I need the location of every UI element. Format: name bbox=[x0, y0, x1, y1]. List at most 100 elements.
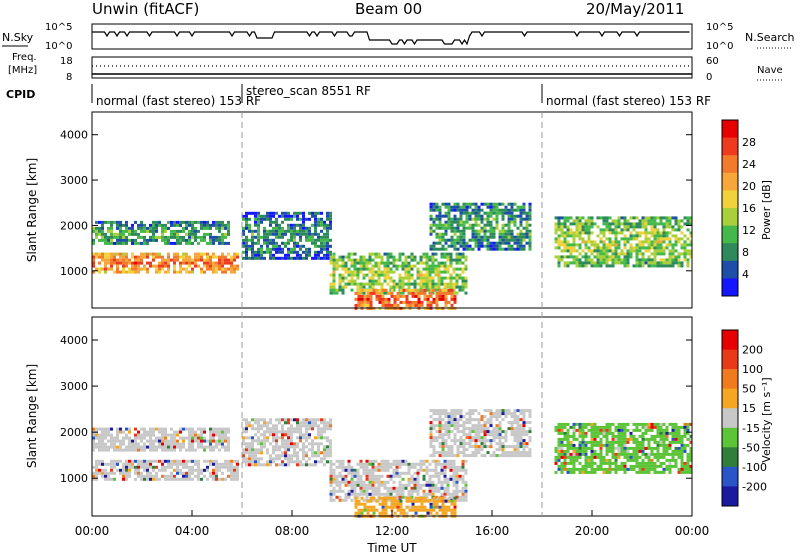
echo-cell bbox=[413, 471, 417, 475]
echo-cell bbox=[557, 431, 561, 435]
echo-cell bbox=[194, 220, 197, 224]
echo-cell bbox=[122, 442, 125, 446]
echo-cell bbox=[194, 459, 197, 463]
echo-cell bbox=[435, 235, 439, 239]
echo-cell bbox=[425, 483, 429, 487]
echo-cell bbox=[122, 439, 125, 443]
echo-cell bbox=[158, 442, 161, 446]
echo-cell bbox=[281, 226, 284, 230]
echo-cell bbox=[284, 217, 287, 221]
echo-cell bbox=[605, 219, 609, 223]
echo-cell bbox=[441, 235, 445, 239]
echo-cell bbox=[510, 229, 514, 233]
echo-cell bbox=[158, 436, 161, 440]
echo-cell bbox=[444, 223, 448, 227]
colorbar-tick-label: 28 bbox=[742, 136, 756, 149]
echo-cell bbox=[203, 238, 206, 242]
echo-cell bbox=[456, 229, 460, 233]
echo-cell bbox=[563, 249, 567, 253]
echo-cell bbox=[206, 232, 209, 236]
echo-cell bbox=[608, 458, 612, 462]
echo-cell bbox=[110, 468, 113, 472]
echo-cell bbox=[164, 270, 167, 274]
echo-cell bbox=[459, 235, 463, 239]
echo-cell bbox=[284, 229, 287, 233]
echo-cell bbox=[599, 467, 603, 471]
echo-cell bbox=[176, 270, 179, 274]
echo-cell bbox=[110, 477, 113, 481]
echo-cell bbox=[221, 220, 224, 224]
echo-cell bbox=[215, 226, 218, 230]
echo-cell bbox=[399, 499, 403, 503]
echo-cell bbox=[677, 219, 681, 223]
echo-cell bbox=[492, 412, 496, 416]
echo-cell bbox=[644, 461, 648, 465]
echo-cell bbox=[599, 252, 603, 256]
echo-cell bbox=[563, 437, 567, 441]
echo-cell bbox=[438, 430, 442, 434]
echo-cell bbox=[632, 467, 636, 471]
echo-cell bbox=[459, 220, 463, 224]
echo-cell bbox=[335, 483, 339, 487]
echo-cell bbox=[420, 505, 424, 509]
echo-cell bbox=[383, 279, 387, 283]
echo-cell bbox=[359, 291, 363, 295]
echo-cell bbox=[450, 291, 454, 295]
echo-cell bbox=[441, 436, 445, 440]
echo-cell bbox=[480, 454, 484, 458]
echo-cell bbox=[311, 451, 314, 455]
echo-cell bbox=[447, 291, 451, 295]
echo-cell bbox=[683, 449, 687, 453]
echo-cell bbox=[602, 458, 606, 462]
echo-cell bbox=[674, 234, 678, 238]
echo-cell bbox=[653, 243, 657, 247]
echo-cell bbox=[143, 468, 146, 472]
colorbar-swatch bbox=[722, 225, 738, 244]
echo-cell bbox=[590, 440, 594, 444]
echo-cell bbox=[242, 439, 245, 443]
echo-cell bbox=[389, 270, 393, 274]
echo-cell bbox=[501, 436, 505, 440]
echo-cell bbox=[495, 244, 499, 248]
nsky-label: N.Sky bbox=[2, 31, 34, 44]
echo-cell bbox=[263, 421, 266, 425]
echo-cell bbox=[680, 437, 684, 441]
echo-cell bbox=[519, 439, 523, 443]
echo-cell bbox=[656, 446, 660, 450]
echo-cell bbox=[266, 421, 269, 425]
echo-cell bbox=[296, 217, 299, 221]
echo-cell bbox=[314, 256, 317, 260]
echo-cell bbox=[447, 505, 451, 509]
echo-cell bbox=[566, 434, 570, 438]
echo-cell bbox=[554, 255, 558, 259]
echo-cell bbox=[329, 495, 333, 499]
echo-cell bbox=[302, 211, 305, 215]
echo-cell bbox=[489, 214, 493, 218]
echo-cell bbox=[179, 445, 182, 449]
echo-cell bbox=[462, 430, 466, 434]
echo-cell bbox=[281, 247, 284, 251]
echo-cell bbox=[311, 241, 314, 245]
echo-cell bbox=[474, 217, 478, 221]
echo-cell bbox=[320, 211, 323, 215]
echo-cell bbox=[386, 258, 390, 262]
echo-cell bbox=[602, 243, 606, 247]
echo-cell bbox=[209, 264, 212, 268]
echo-cell bbox=[176, 442, 179, 446]
echo-cell bbox=[326, 217, 329, 221]
echo-cell bbox=[227, 226, 230, 230]
echo-cell bbox=[659, 237, 663, 241]
echo-cell bbox=[456, 205, 460, 209]
echo-cell bbox=[686, 264, 690, 268]
echo-cell bbox=[428, 273, 432, 277]
echo-cell bbox=[143, 436, 146, 440]
echo-cell bbox=[566, 249, 570, 253]
echo-cell bbox=[128, 459, 131, 463]
echo-cell bbox=[477, 208, 481, 212]
echo-cell bbox=[266, 214, 269, 218]
echo-cell bbox=[620, 222, 624, 226]
echo-cell bbox=[212, 477, 215, 481]
echo-cell bbox=[522, 235, 526, 239]
echo-cell bbox=[245, 217, 248, 221]
echo-cell bbox=[338, 264, 342, 268]
